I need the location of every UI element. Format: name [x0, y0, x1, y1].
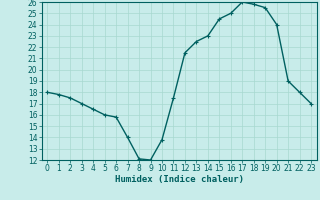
X-axis label: Humidex (Indice chaleur): Humidex (Indice chaleur)	[115, 175, 244, 184]
